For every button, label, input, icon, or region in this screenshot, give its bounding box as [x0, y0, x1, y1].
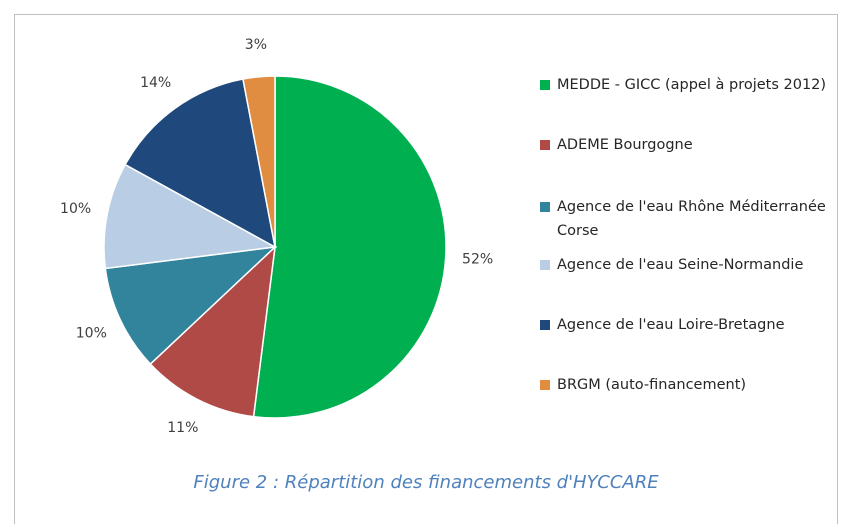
legend-swatch — [540, 140, 550, 150]
pie-slice — [124, 78, 277, 249]
caption: Figure 2 : Répartition des financements … — [193, 472, 659, 493]
pie-slice — [252, 75, 447, 419]
legend-item: BRGM (auto-financement) — [540, 373, 830, 397]
data-label: 14% — [140, 75, 171, 91]
data-label: 3% — [245, 37, 267, 53]
legend-label: ADEME Bourgogne — [557, 137, 693, 153]
legend-item: MEDDE - GICC (appel à projets 2012) — [540, 73, 830, 97]
legend-swatch — [540, 380, 550, 390]
data-label: 10% — [60, 201, 91, 217]
legend-item: Agence de l'eau Loire-Bretagne — [540, 313, 830, 337]
pie-slice — [149, 245, 277, 418]
legend-swatch — [540, 260, 550, 270]
legend-item: ADEME Bourgogne — [540, 133, 830, 157]
legend-label: Agence de l'eau Rhône Méditerranée Corse — [557, 199, 826, 239]
legend-swatch — [540, 80, 550, 90]
legend-label: BRGM (auto-financement) — [557, 377, 747, 393]
legend-swatch — [540, 320, 550, 330]
legend-swatch — [540, 202, 550, 212]
data-label: 10% — [76, 325, 107, 341]
pie-slice — [103, 163, 278, 270]
legend-item: Agence de l'eau Seine-Normandie — [540, 253, 830, 277]
legend-label: Agence de l'eau Loire-Bretagne — [557, 317, 785, 333]
data-label: 11% — [167, 420, 198, 436]
frame — [14, 14, 838, 524]
legend-label: MEDDE - GICC (appel à projets 2012) — [557, 77, 827, 93]
pie-slice — [242, 75, 276, 248]
legend-item: Agence de l'eau Rhône Méditerranée Corse — [540, 195, 830, 243]
pie-slice — [104, 245, 278, 366]
legend-label: Agence de l'eau Seine-Normandie — [557, 257, 804, 273]
data-label: 52% — [462, 252, 493, 268]
